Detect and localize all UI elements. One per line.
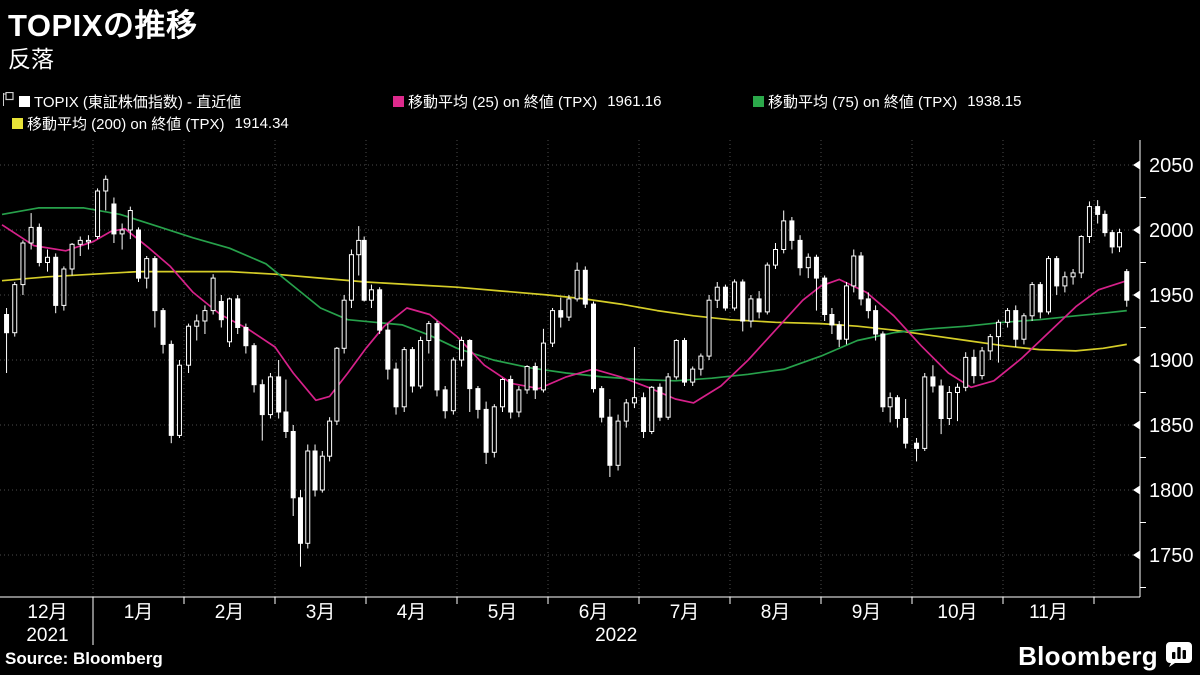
svg-text:10月: 10月 [937,602,977,623]
legend-value: 1961.16 [607,92,662,110]
svg-text:9月: 9月 [852,602,882,623]
color-swatch [19,95,30,107]
legend-label: TOPIX (東証株価指数) - 直近値 [34,93,242,111]
svg-text:2月: 2月 [215,602,245,623]
legend-value: 1938.15 [967,92,1022,110]
legend-label: 移動平均 (25) on 終値 (TPX) [408,93,598,111]
svg-text:1850: 1850 [1149,415,1194,437]
page-subtitle: 反落 [8,46,54,72]
color-swatch [12,117,23,129]
svg-text:3月: 3月 [306,602,336,623]
svg-text:7月: 7月 [670,602,700,623]
legend-item-ma200: 移動平均 (200) on 終値 (TPX) 1914.34 [12,114,289,133]
color-swatch [393,95,404,107]
source-label: Source: Bloomberg [5,649,163,668]
svg-text:2022: 2022 [595,625,637,646]
svg-text:12月: 12月 [27,602,67,623]
bloomberg-logo-icon [1166,641,1192,672]
tree-toggle-icon [2,91,14,111]
svg-text:1800: 1800 [1149,480,1194,502]
legend-item-ma25: 移動平均 (25) on 終値 (TPX) 1961.16 [393,92,662,111]
page-title: TOPIXの推移 [8,8,198,43]
color-swatch [753,95,764,107]
svg-text:4月: 4月 [397,602,427,623]
legend-value: 1914.34 [234,114,289,132]
svg-text:6月: 6月 [579,602,609,623]
svg-text:11月: 11月 [1029,602,1068,623]
bloomberg-brand: Bloomberg [1018,641,1192,672]
svg-text:8月: 8月 [761,602,791,623]
svg-text:5月: 5月 [488,602,518,623]
bloomberg-wordmark: Bloomberg [1018,641,1158,671]
svg-text:1900: 1900 [1149,350,1194,372]
svg-text:2000: 2000 [1149,220,1194,242]
svg-text:2050: 2050 [1149,155,1194,177]
legend-item-topix: TOPIX (東証株価指数) - 直近値 [2,91,251,111]
svg-text:1950: 1950 [1149,285,1194,307]
legend-item-ma75: 移動平均 (75) on 終値 (TPX) 1938.15 [753,92,1022,111]
legend-label: 移動平均 (75) on 終値 (TPX) [768,93,958,111]
svg-text:2021: 2021 [26,625,68,646]
svg-text:1750: 1750 [1149,545,1194,567]
svg-text:1月: 1月 [124,602,154,623]
legend-label: 移動平均 (200) on 終値 (TPX) [27,115,225,133]
